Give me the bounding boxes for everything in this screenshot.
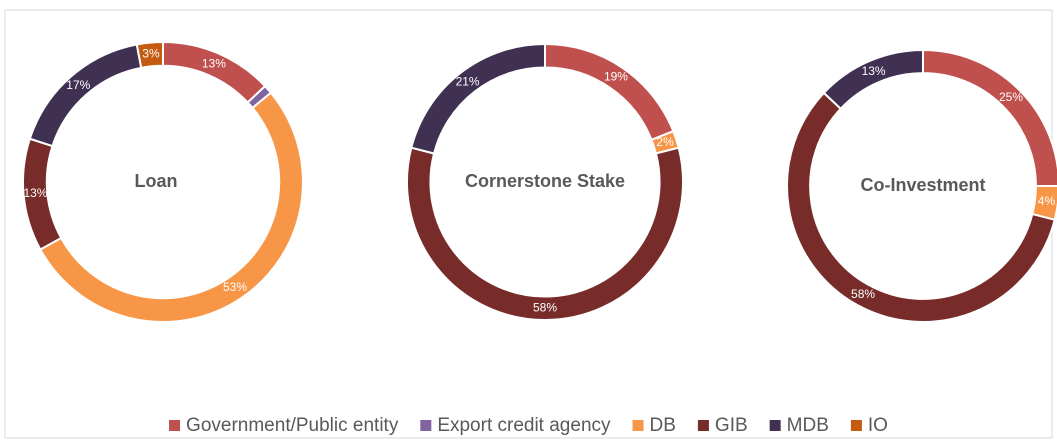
data-label: 19% (604, 70, 628, 84)
legend: Government/Public entity Export credit ag… (169, 415, 888, 436)
data-label: 2% (656, 135, 674, 149)
legend-swatch (420, 420, 432, 431)
donut-slice (410, 42, 546, 155)
legend-label: Export credit agency (437, 415, 611, 436)
legend-label: DB (650, 415, 676, 436)
data-label: 13% (862, 64, 886, 78)
data-label: 3% (142, 47, 160, 61)
data-label: 58% (533, 300, 557, 314)
data-label: 25% (999, 90, 1023, 104)
data-label: 53% (223, 280, 247, 294)
chart-title: Loan (135, 171, 178, 191)
legend-swatch (697, 420, 709, 431)
donut-slice (135, 40, 164, 70)
legend-label: GIB (715, 415, 748, 436)
data-label: 21% (456, 74, 480, 88)
data-label: 4% (1038, 194, 1056, 208)
legend-swatch (769, 420, 781, 431)
donut-slice (406, 146, 684, 322)
data-label: 13% (23, 186, 47, 200)
legend-label: Government/Public entity (186, 415, 399, 436)
data-label: 58% (851, 287, 875, 301)
legend-swatch (169, 420, 181, 431)
data-label: 17% (66, 78, 90, 92)
legend-label: MDB (787, 415, 829, 436)
legend-label: IO (868, 415, 888, 436)
legend-swatch (850, 420, 862, 431)
chart-title: Cornerstone Stake (465, 171, 625, 191)
donut-slice (822, 48, 924, 111)
data-label: 13% (202, 57, 226, 71)
chart-title: Co-Investment (860, 175, 985, 195)
legend-swatch (632, 420, 644, 431)
